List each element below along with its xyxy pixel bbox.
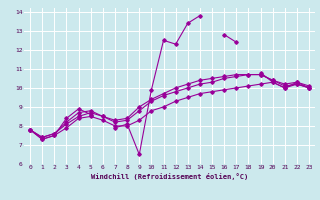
X-axis label: Windchill (Refroidissement éolien,°C): Windchill (Refroidissement éolien,°C)	[91, 173, 248, 180]
